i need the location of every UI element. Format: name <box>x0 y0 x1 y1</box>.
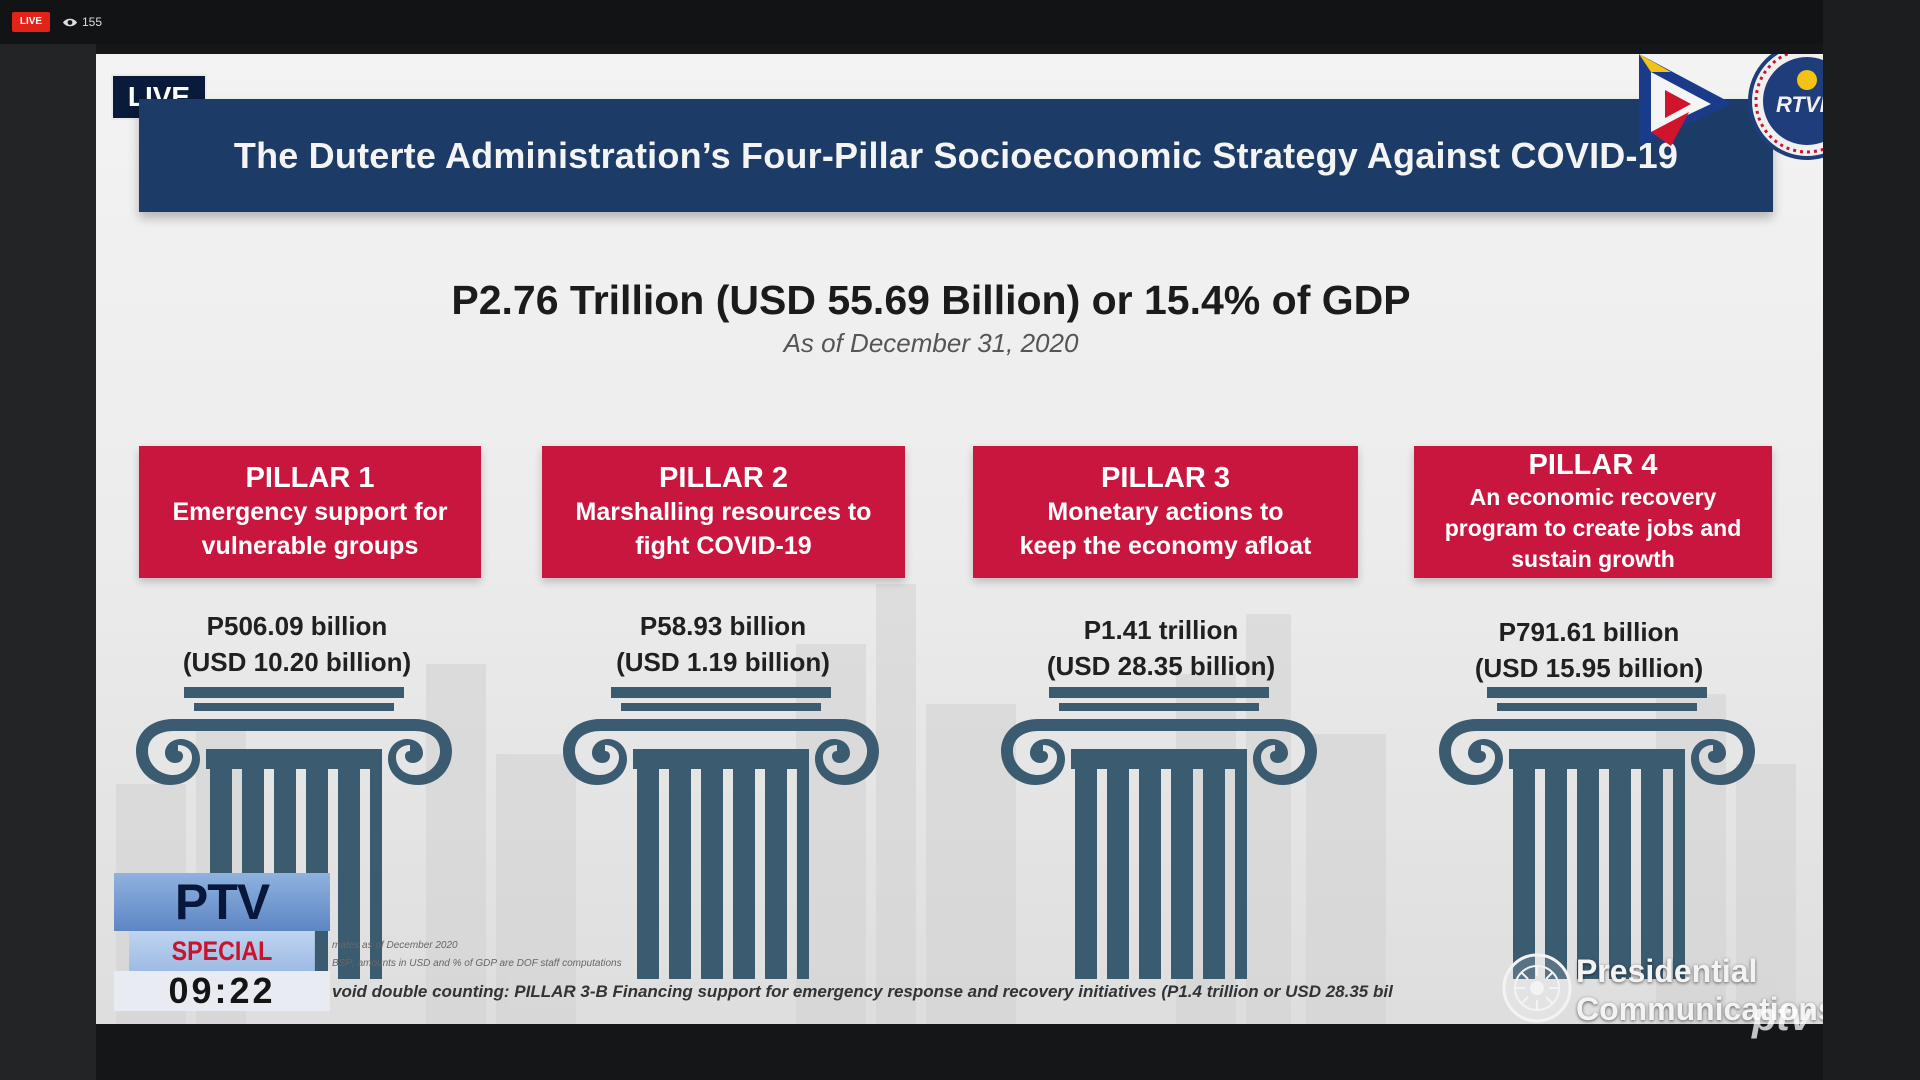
svg-text:RTVM: RTVM <box>1776 92 1823 117</box>
pco-line-1: Presidential <box>1576 953 1758 989</box>
pillar-1-description-line: vulnerable groups <box>201 531 419 560</box>
footnote-computation: BSP; amounts in USD and % of GDP are DOF… <box>332 958 622 969</box>
pillar-1-amount-usd: (USD 10.20 billion) <box>182 647 412 677</box>
presidential-communications-text: Presidential Communications <box>1576 952 1823 1024</box>
pco-seal <box>1502 953 1572 1023</box>
pillar-4-box: PILLAR 4 An economic recovery program to… <box>1414 446 1772 578</box>
pco-line-2: Communications <box>1576 991 1823 1024</box>
ionic-column-icon <box>563 687 879 979</box>
ptv-watermark: ptv <box>1752 995 1812 1039</box>
ptv-logo <box>1639 54 1733 146</box>
viewer-counter: 155 <box>62 12 102 32</box>
pillar-1-amount: P506.09 billion (USD 10.20 billion) <box>117 608 477 680</box>
as-of-date: As of December 31, 2020 <box>783 328 1079 358</box>
pillar-4-description-line: An economic recovery <box>1469 484 1717 510</box>
stream-top-bar: LIVE 155 <box>0 0 1920 44</box>
presentation-slide: LIVE The Duterte Administration’s Four-P… <box>96 54 1823 1024</box>
slide-title: The Duterte Administration’s Four-Pillar… <box>139 99 1773 212</box>
pillar-4-amount-php: P791.61 billion <box>1498 617 1680 647</box>
rtvm-seal: RTVM <box>1748 54 1823 160</box>
pillar-2-box: PILLAR 2 Marshalling resources to fight … <box>542 446 905 578</box>
pillar-2-amount-usd: (USD 1.19 billion) <box>616 647 830 677</box>
footnote-double-counting: void double counting: PILLAR 3-B Financi… <box>332 982 1393 1001</box>
pillar-2-heading: PILLAR 2 <box>659 461 788 494</box>
presidential-communications-logo: Presidential Communications <box>1501 952 1823 1024</box>
pillar-3-heading: PILLAR 3 <box>1101 461 1230 494</box>
pillar-1-box: PILLAR 1 Emergency support for vulnerabl… <box>139 446 481 578</box>
pillar-1-amount-php: P506.09 billion <box>206 611 388 641</box>
pillar-4-description-line: program to create jobs and <box>1444 515 1742 541</box>
eye-icon <box>63 18 77 26</box>
special-coverage-card: PTV SPECIAL COVERAGE 09:22 <box>114 873 330 1011</box>
pillar-3-amount: P1.41 trillion (USD 28.35 billion) <box>981 612 1341 684</box>
viewer-count: 155 <box>82 15 103 29</box>
pillar-3-description-line: Monetary actions to <box>1047 497 1284 526</box>
pillar-3-amount-usd: (USD 28.35 billion) <box>1046 651 1276 681</box>
pillar-4-amount: P791.61 billion (USD 15.95 billion) <box>1409 614 1769 686</box>
pillar-4-amount-usd: (USD 15.95 billion) <box>1474 653 1704 683</box>
pillar-4-heading: PILLAR 4 <box>1528 449 1658 481</box>
ionic-column-icon <box>1439 687 1755 979</box>
pillar-2-amount: P58.93 billion (USD 1.19 billion) <box>543 608 903 680</box>
coverage-brand: PTV <box>114 873 330 931</box>
coverage-label: SPECIAL COVERAGE <box>129 931 315 1006</box>
pillar-3-description-line: keep the economy afloat <box>1019 531 1312 560</box>
video-right-edge <box>1823 0 1920 1080</box>
pillar-1-description-line: Emergency support for <box>172 497 448 526</box>
ionic-column-icon <box>1001 687 1317 979</box>
pillar-2-description-line: fight COVID-19 <box>635 531 812 560</box>
video-left-edge <box>0 44 96 1080</box>
pillar-2-description-line: Marshalling resources to <box>575 497 872 526</box>
pillar-1-heading: PILLAR 1 <box>245 461 375 494</box>
pillar-3-amount-php: P1.41 trillion <box>1083 615 1239 645</box>
footnote-source: mates as of December 2020 <box>332 940 458 951</box>
pillar-4-description-line: sustain growth <box>1511 546 1675 572</box>
total-allocation: P2.76 Trillion (USD 55.69 Billion) or 15… <box>451 277 1411 323</box>
pillar-3-box: PILLAR 3 Monetary actions to keep the ec… <box>973 446 1358 578</box>
broadcast-clock: 09:22 <box>114 971 330 1011</box>
pillar-2-amount-php: P58.93 billion <box>639 611 807 641</box>
stream-live-badge: LIVE <box>12 12 50 32</box>
